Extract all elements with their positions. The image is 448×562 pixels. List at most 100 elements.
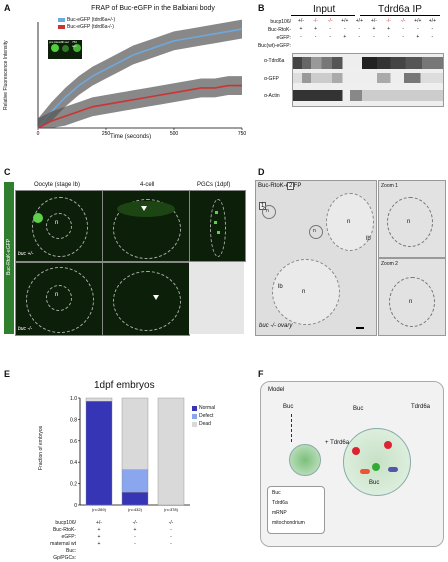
- b-grid-cell: -/-: [327, 18, 333, 24]
- legend-swatch-het: [58, 17, 65, 22]
- legend-het: Buc-eGFP (tdrd6a+/-): [67, 16, 116, 23]
- b-grid-cell: -: [402, 26, 405, 32]
- model-legend-tdrd6a: Tdrd6a: [272, 500, 288, 506]
- d-n-a: n: [347, 219, 351, 225]
- b-grid-cell: -: [329, 26, 332, 32]
- frap-xtick-label: 250: [102, 131, 111, 137]
- inset-0sec: 0 sec: [62, 40, 70, 44]
- c-img-oocyte-het: n buc +/-: [15, 190, 103, 262]
- b-grid-cell: -: [402, 34, 405, 40]
- e-legend-normal: Normal: [199, 405, 216, 411]
- e-grid-cell: -/-: [168, 520, 174, 526]
- header-input: Input: [313, 4, 336, 15]
- b-grid-cell: +: [372, 26, 376, 32]
- panel-a-title: FRAP of Buc-eGFP in the Balbiani body: [91, 5, 215, 12]
- b-grid-cell: -: [431, 26, 434, 32]
- e-bar-segment: [85, 397, 113, 402]
- model-plus-tdrd6a: + Tdrd6a: [325, 440, 350, 446]
- blot-label-gfp: α-GFP: [264, 76, 279, 82]
- b-grid-cell: +: [314, 26, 318, 32]
- d-main-image: Buc-RtoK-eGFP 2 1 n lb n lb n n buc -/- …: [255, 180, 377, 336]
- model-buc-1: Buc: [283, 404, 294, 410]
- b-grid-cell: -: [314, 34, 317, 40]
- b-row-rtok: Buc-RtoK-eGFP:: [267, 27, 291, 41]
- b-grid-cell: -/-: [400, 18, 406, 24]
- frap-error-band: [38, 19, 242, 128]
- e-legend-defect: Defect: [199, 413, 214, 419]
- b-grid-cell: -: [329, 34, 332, 40]
- embryo-bar-chart: 0 0.2 0.4 0.6 0.8 1.0 (n=269) (n=432) (n=378): [70, 396, 190, 512]
- panel-letter-f: F: [258, 369, 264, 379]
- frap-chart: 0 250 500 750: [37, 19, 246, 137]
- e-title: 1dpf embryos: [94, 380, 155, 391]
- e-ytick-label: 1.0: [70, 396, 77, 402]
- d-zoom2-label: Zoom 2: [381, 261, 398, 267]
- e-row-labels: bucp106/ Buc-RtoK-eGFP: maternal wt Buc:…: [40, 520, 76, 562]
- e-n-label: (n=378): [164, 507, 179, 512]
- b-grid-cell: -: [431, 34, 434, 40]
- e-bar-segment: [157, 397, 185, 506]
- c-img-pgcs: [189, 190, 246, 262]
- panel-letter-c: C: [4, 167, 11, 177]
- e-ytick-label: 0.4: [70, 460, 77, 466]
- legend-swatch-mut: [58, 24, 65, 29]
- panel-letter-b: B: [258, 3, 265, 13]
- b-grid-cell: -: [358, 26, 361, 32]
- model-buc-2: Buc: [353, 406, 364, 412]
- c-n2: n: [55, 292, 59, 298]
- d-lb-b: lb: [278, 284, 283, 290]
- c-img-4cell-het: [102, 190, 190, 262]
- panel-letter-d: D: [258, 167, 265, 177]
- model-legend-mito: mitochondrium: [272, 520, 305, 526]
- inset-750sec: 750 sec: [72, 40, 78, 48]
- blot-label-tdrd6a: α-Tdrd6a: [264, 58, 285, 64]
- e-legend-swatch-normal: [192, 405, 197, 411]
- e-grid-cell: +: [97, 541, 101, 547]
- frap-series-line: [37, 84, 242, 129]
- input-underline: [291, 15, 355, 16]
- inset-prebleach: pre-bleach: [49, 40, 64, 44]
- e-grid-cell: +: [97, 534, 101, 540]
- e-grid-cell: -: [170, 527, 172, 533]
- large-bb: [343, 428, 411, 496]
- c-col-oocyte: Oocyte (stage Ib): [34, 182, 81, 188]
- e-grid-cell: -/-: [132, 520, 138, 526]
- e-ylabel: Fraction of embryos: [38, 425, 44, 470]
- d-n-c: n: [313, 228, 316, 234]
- model-legend-mrnp: mRNP: [272, 510, 287, 516]
- b-grid-cell: -: [387, 34, 390, 40]
- band-actin: [293, 90, 443, 101]
- b-grid-cell: +: [343, 34, 347, 40]
- d-inset-2: 2: [287, 182, 295, 190]
- d-zoom2-n: n: [409, 299, 413, 305]
- b-grid-cell: +/-: [371, 18, 377, 24]
- band-tdrd6a: [293, 57, 443, 69]
- frap-series-line: [37, 28, 243, 129]
- e-grid-cell: -: [134, 534, 136, 540]
- frap-legend: Buc-eGFP (tdrd6a+/-) Buc-eGFP (tdrd6a-/-…: [58, 16, 115, 30]
- model-buc-3: Buc: [369, 480, 380, 486]
- panel-letter-e: E: [4, 369, 11, 379]
- e-grid-cell: -: [170, 541, 172, 547]
- e-n-label: (n=432): [128, 507, 143, 512]
- e-grid-cell: -: [170, 534, 172, 540]
- d-caption: buc -/- ovary: [259, 323, 293, 329]
- e-row-gp: Gp/PGCs:: [53, 555, 76, 561]
- western-blot: [292, 53, 444, 107]
- c-n1: n: [55, 220, 59, 226]
- b-row-genotype: bucp106/: [270, 19, 291, 25]
- c-col-pgcs: PGCs (1dpf): [197, 182, 231, 188]
- b-genotype-grid: +/- -/- -/- +/+ +/+ +/- -/- -/- +/+ +/+ + + - - - + + - - -…: [294, 18, 440, 44]
- b-row-labels: bucp106/ Buc-RtoK-eGFP: Buc(wt)-eGFP:: [255, 18, 291, 50]
- b-grid-cell: -/-: [313, 18, 318, 24]
- d-zoom1-label: Zoom 1: [381, 183, 398, 189]
- model-legend-buc: Buc: [272, 490, 281, 496]
- b-grid-cell: -: [373, 34, 375, 40]
- e-grid-cell: +: [133, 527, 137, 533]
- frap-xtick-label: 500: [170, 131, 179, 137]
- legend-mut: Buc-eGFP (tdrd6a-/-): [67, 23, 114, 30]
- d-zoom2: Zoom 2 n: [378, 258, 446, 336]
- e-ytick-label: 0: [74, 503, 77, 509]
- e-legend-dead: Dead: [199, 421, 211, 427]
- c-empty-cell: [189, 262, 244, 334]
